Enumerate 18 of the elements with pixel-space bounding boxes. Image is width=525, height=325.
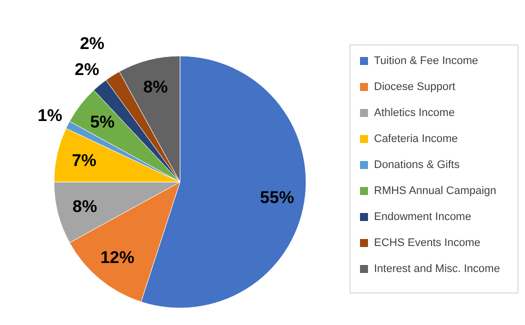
legend-label: Interest and Misc. Income [374,263,500,275]
legend-label: Diocese Support [374,81,456,93]
data-label: 12% [100,248,134,268]
legend-label: Donations & Gifts [374,159,460,171]
data-label: 5% [90,112,115,132]
legend-label: Endowment Income [374,211,472,223]
legend-label: Athletics Income [374,107,455,119]
data-label: 2% [74,60,100,80]
legend-label: Cafeteria Income [374,133,458,145]
data-label: 8% [72,196,98,216]
legend-label: Tuition & Fee Income [374,55,478,67]
data-label: 7% [72,151,96,170]
data-label: 2% [80,34,104,54]
data-label: 1% [38,106,62,126]
legend-label: ECHS Events Income [374,237,480,249]
data-label: 55% [260,188,294,207]
data-label: 8% [143,77,168,96]
legend-label: RMHS Annual Campaign [374,185,496,197]
